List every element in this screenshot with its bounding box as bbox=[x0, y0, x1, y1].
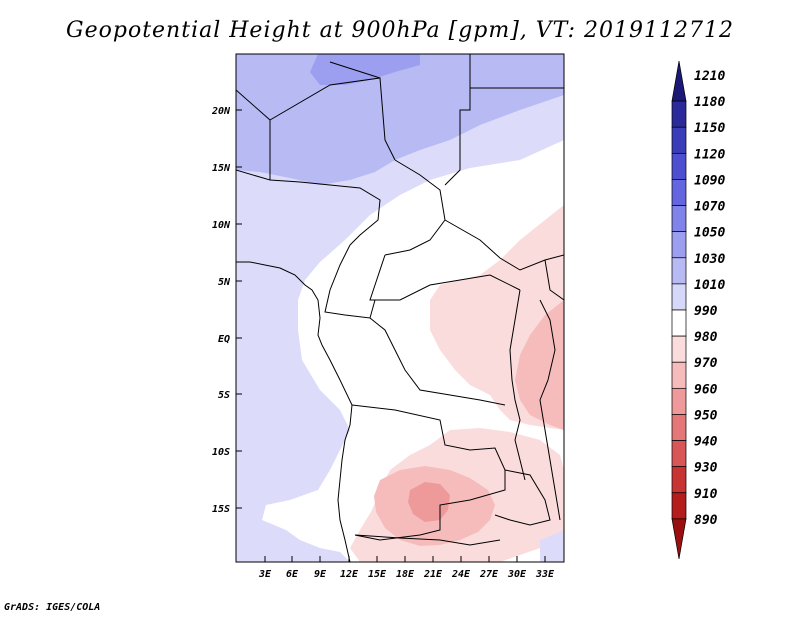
colorbar-label: 990 bbox=[694, 304, 718, 319]
lon-label: 33E bbox=[535, 569, 555, 580]
contour-1050-1070 bbox=[310, 54, 420, 85]
colorbar-label: 910 bbox=[694, 487, 718, 502]
colorbar-segment bbox=[671, 440, 687, 468]
lon-label: 21E bbox=[423, 569, 443, 580]
colorbar-label: 1090 bbox=[694, 173, 725, 188]
border-kenya bbox=[544, 259, 564, 301]
map-frame bbox=[235, 53, 565, 563]
border-angola bbox=[351, 404, 506, 541]
colorbar-label: 970 bbox=[694, 356, 718, 371]
lat-label: 10S bbox=[212, 447, 230, 458]
colorbar-label: 1030 bbox=[694, 252, 725, 267]
colorbar-label: 980 bbox=[694, 330, 718, 345]
colorbar: 1210 1180 1150 1120 1090 1070 1050 1030 1010 990 9… bbox=[671, 60, 725, 560]
lat-ticks bbox=[236, 109, 242, 509]
colorbar-label: 1150 bbox=[694, 121, 725, 136]
colorbar-label: 1180 bbox=[694, 95, 725, 110]
lat-label: 15S bbox=[212, 504, 230, 515]
colorbar-label: 1120 bbox=[694, 147, 725, 162]
colorbar-segment bbox=[671, 100, 687, 128]
border-namibia bbox=[354, 534, 501, 546]
colorbar-segment bbox=[671, 335, 687, 363]
contour-1010-1030-se bbox=[540, 530, 564, 562]
lat-label: EQ bbox=[218, 334, 230, 345]
lat-label: 10N bbox=[212, 220, 231, 231]
lon-axis: 3E 6E 9E 12E 15E 18E 21E 24E 27E 30E 33E bbox=[258, 569, 555, 580]
colorbar-label: 940 bbox=[694, 435, 718, 450]
lon-label: 3E bbox=[258, 569, 272, 580]
lat-label: 5N bbox=[218, 277, 231, 288]
colorbar-segment bbox=[671, 152, 687, 180]
colorbar-segment bbox=[671, 283, 687, 311]
border-north-3 bbox=[329, 61, 381, 79]
lon-label: 30E bbox=[507, 569, 527, 580]
colorbar-segment bbox=[671, 309, 687, 337]
colorbar-segment bbox=[671, 492, 687, 520]
colorbar-segment bbox=[671, 257, 687, 285]
border-car bbox=[369, 254, 521, 301]
lat-label: 15N bbox=[212, 163, 231, 174]
lon-label: 6E bbox=[286, 569, 299, 580]
colorbar-segment bbox=[671, 126, 687, 154]
lat-label: 20N bbox=[211, 106, 231, 117]
lon-label: 24E bbox=[451, 569, 471, 580]
border-congo bbox=[369, 317, 506, 406]
border-zambia bbox=[494, 469, 551, 526]
border-north-1 bbox=[236, 89, 271, 181]
border-sudan bbox=[444, 219, 564, 271]
borders-coastlines bbox=[236, 54, 564, 562]
contour-1030-1050 bbox=[236, 54, 564, 185]
colorbar-segment bbox=[671, 60, 687, 102]
lon-label: 18E bbox=[396, 569, 415, 580]
colorbar-label: 950 bbox=[694, 408, 718, 423]
lon-label: 15E bbox=[368, 569, 387, 580]
colorbar-label: 1070 bbox=[694, 200, 725, 215]
map-title: Geopotential Height at 900hPa [gpm], VT:… bbox=[66, 18, 734, 43]
colorbar-segment bbox=[671, 414, 687, 441]
colorbar-segment bbox=[671, 387, 687, 415]
colorbar-label: 1050 bbox=[694, 226, 725, 241]
colorbar-label: 960 bbox=[694, 382, 718, 397]
lat-label: 5S bbox=[218, 390, 230, 401]
colorbar-segment bbox=[671, 205, 687, 233]
colorbar-label: 890 bbox=[694, 513, 718, 528]
border-drc-east bbox=[509, 289, 526, 481]
border-north-4 bbox=[444, 54, 471, 186]
coastline bbox=[236, 261, 353, 562]
border-east-lakes bbox=[539, 299, 561, 521]
lon-ticks bbox=[264, 556, 546, 562]
colorbar-label: 1010 bbox=[694, 278, 725, 293]
border-sahel bbox=[269, 179, 381, 246]
lon-label: 9E bbox=[314, 569, 327, 580]
lon-label: 27E bbox=[479, 569, 499, 580]
colorbar-segment bbox=[671, 179, 687, 206]
colorbar-label: 930 bbox=[694, 461, 718, 476]
colorbar-segment bbox=[671, 518, 687, 560]
colorbar-segment bbox=[671, 361, 687, 389]
grads-credit: GrADS: IGES/COLA bbox=[4, 602, 101, 613]
colorbar-segment bbox=[671, 231, 687, 259]
lat-axis: 20N 15N 10N 5N EQ 5S 10S 15S bbox=[211, 106, 231, 515]
lon-label: 12E bbox=[340, 569, 359, 580]
colorbar-segment bbox=[671, 466, 687, 494]
colorbar-label: 1210 bbox=[694, 69, 725, 84]
